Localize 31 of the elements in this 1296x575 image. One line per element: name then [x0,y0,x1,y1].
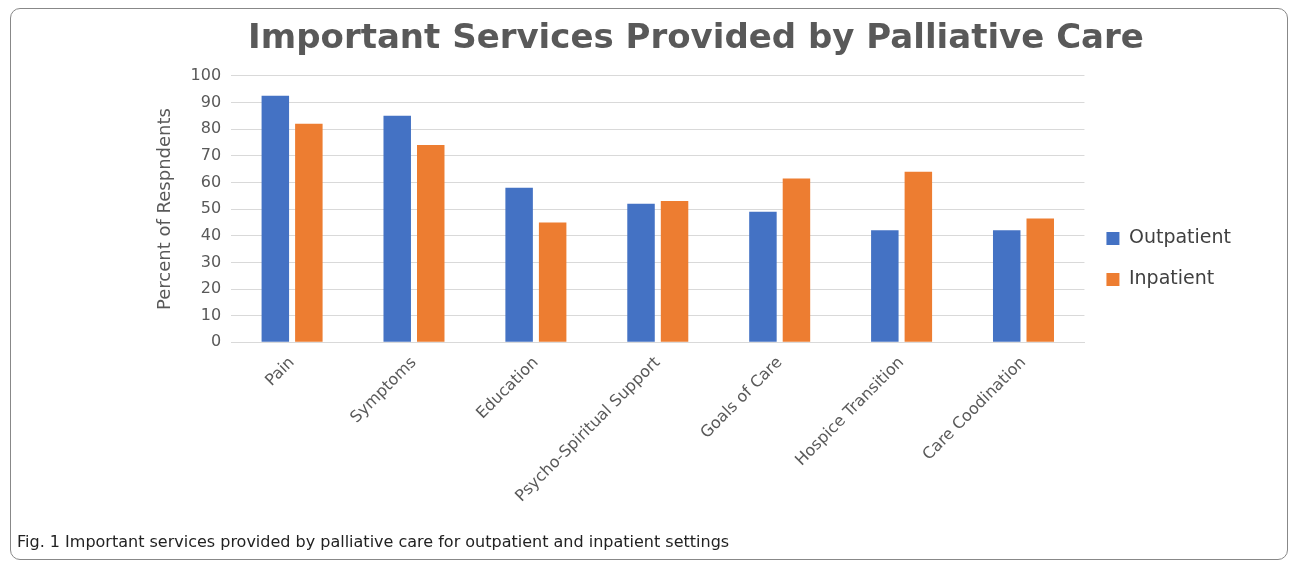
bar [749,211,777,342]
bar [505,187,533,342]
y-axis-title: Percent of Respndents [153,108,175,310]
bar [904,171,933,342]
bar [538,222,567,342]
y-tick-label: 40 [200,224,222,244]
y-tick-label: 60 [200,171,222,191]
bar [627,203,655,342]
legend-label: Outpatient [1128,225,1231,248]
y-tick-label: 20 [200,278,222,298]
bar [660,201,689,342]
caption: Fig. 1 Important services provided by palliative care for outpatient and inpatient settings [17,532,730,551]
legend-label: Inpatient [1128,266,1215,289]
chart-title: Important Services Provided by Palliative Care [248,16,1144,57]
y-tick-label: 90 [200,91,222,111]
bar [871,230,899,342]
x-tick-label: Pain [260,352,298,390]
y-tick-label: 30 [200,251,222,271]
y-tick-label: 70 [200,144,222,164]
bar [295,123,323,342]
bar [417,145,445,342]
y-tick-label: 0 [210,331,222,351]
bar [1026,218,1054,342]
y-tick-label: 10 [200,304,222,324]
y-tick-label: 80 [200,118,222,138]
bar [782,178,811,342]
bar [383,115,411,342]
y-tick-label: 50 [200,198,222,218]
bar [992,230,1021,342]
y-tick-label: 100 [190,64,222,84]
bar [261,95,290,342]
